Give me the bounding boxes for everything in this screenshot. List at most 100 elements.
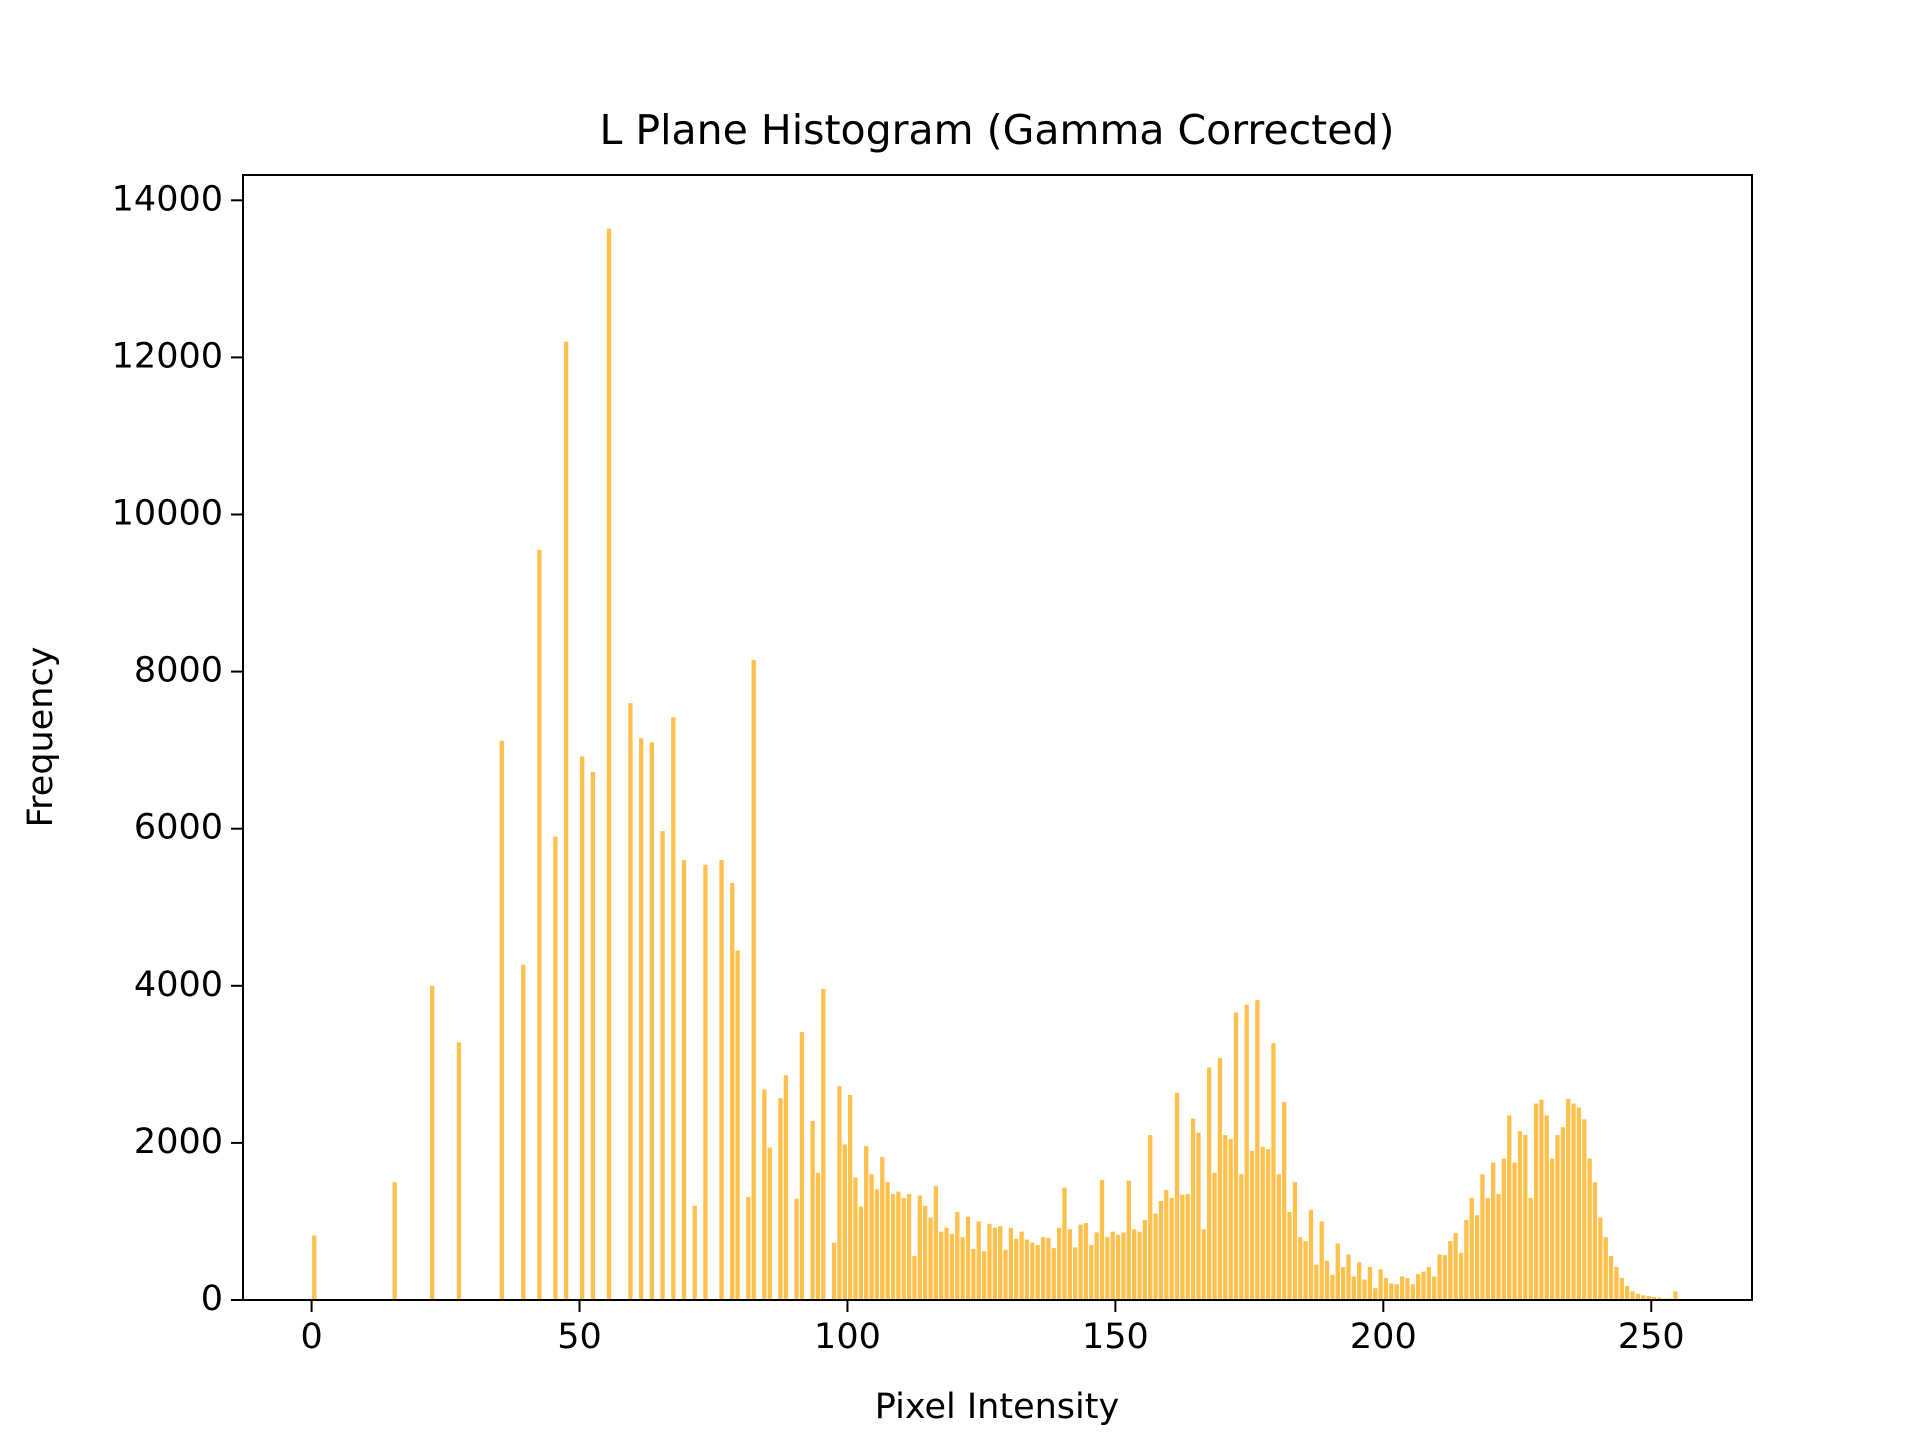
plot-frame xyxy=(242,174,1753,1301)
bar xyxy=(1346,1254,1351,1300)
bar xyxy=(1619,1278,1624,1300)
bar xyxy=(1523,1135,1528,1300)
bar xyxy=(1094,1232,1099,1300)
bar xyxy=(799,1032,805,1300)
bar xyxy=(1158,1201,1164,1300)
bar xyxy=(1389,1283,1394,1300)
bar xyxy=(1089,1245,1094,1300)
bar xyxy=(1078,1224,1083,1300)
bar xyxy=(1571,1103,1576,1300)
bar xyxy=(1560,1127,1565,1300)
bar xyxy=(965,1216,971,1300)
bar xyxy=(1083,1223,1089,1300)
bar xyxy=(1276,1174,1281,1300)
bar xyxy=(1421,1271,1426,1300)
bar xyxy=(923,1205,928,1300)
bar xyxy=(837,1086,842,1300)
bar xyxy=(858,1206,863,1300)
bar xyxy=(1003,1249,1008,1300)
y-axis-label: Frequency xyxy=(21,647,61,828)
bar xyxy=(1132,1229,1137,1300)
bar xyxy=(1223,1135,1228,1300)
bar xyxy=(1228,1138,1233,1300)
x-axis-label: Pixel Intensity xyxy=(875,1387,1119,1427)
bar xyxy=(1142,1219,1148,1300)
bar xyxy=(1378,1269,1383,1300)
bar xyxy=(537,549,542,1300)
bar xyxy=(1464,1219,1469,1300)
bar xyxy=(1635,1293,1641,1300)
bar xyxy=(1630,1291,1635,1300)
bar xyxy=(1314,1264,1319,1300)
bar xyxy=(1265,1149,1271,1300)
bar xyxy=(783,1075,788,1300)
bar xyxy=(730,882,735,1300)
bar xyxy=(864,1146,869,1300)
bar xyxy=(901,1197,906,1300)
bar xyxy=(944,1227,949,1300)
bar xyxy=(1458,1252,1464,1300)
bar xyxy=(1126,1180,1131,1300)
bar xyxy=(649,742,655,1300)
y-tick-label: 4000 xyxy=(134,965,223,1005)
bar xyxy=(1480,1174,1485,1300)
bar xyxy=(1244,1004,1249,1300)
bar xyxy=(1303,1241,1308,1300)
bar xyxy=(1040,1237,1046,1300)
bar xyxy=(1405,1278,1410,1300)
bar xyxy=(1201,1229,1206,1300)
bar xyxy=(1539,1099,1544,1300)
y-tick-label: 2000 xyxy=(134,1122,223,1162)
bar xyxy=(815,1172,821,1300)
bar xyxy=(1517,1131,1523,1300)
x-tick-label: 0 xyxy=(300,1317,322,1357)
bar xyxy=(767,1147,772,1300)
bar xyxy=(1576,1107,1582,1300)
bar xyxy=(1496,1193,1501,1300)
bar xyxy=(917,1195,922,1300)
bar xyxy=(794,1198,799,1300)
bar xyxy=(928,1217,933,1300)
bar xyxy=(430,985,435,1300)
bar xyxy=(976,1221,981,1300)
bar xyxy=(1035,1245,1040,1300)
bar xyxy=(998,1226,1003,1300)
bar xyxy=(499,740,504,1300)
bar xyxy=(1255,999,1260,1300)
bar xyxy=(1432,1276,1437,1300)
bar xyxy=(1651,1296,1657,1300)
bar xyxy=(1657,1297,1662,1300)
bar xyxy=(1474,1215,1480,1300)
bar xyxy=(1115,1234,1121,1300)
bar xyxy=(1399,1276,1405,1300)
bar xyxy=(1549,1158,1555,1300)
bar xyxy=(1528,1197,1533,1300)
bar xyxy=(1373,1288,1378,1300)
bar xyxy=(1056,1227,1062,1300)
bar xyxy=(971,1248,976,1300)
bar xyxy=(1394,1284,1399,1300)
bar xyxy=(1426,1267,1432,1300)
bar xyxy=(1067,1229,1072,1300)
bar xyxy=(1024,1239,1030,1300)
bar xyxy=(1383,1278,1389,1300)
bar xyxy=(1624,1285,1630,1300)
bar xyxy=(1271,1043,1276,1300)
bar xyxy=(1335,1243,1340,1300)
bar xyxy=(1110,1231,1115,1300)
bar xyxy=(1008,1227,1014,1300)
bar xyxy=(1646,1296,1651,1300)
y-tick-label: 14000 xyxy=(112,179,223,219)
y-tick-label: 0 xyxy=(201,1279,223,1319)
y-tick-label: 8000 xyxy=(134,651,223,691)
bar xyxy=(1592,1182,1598,1300)
bar xyxy=(853,1177,858,1300)
bar xyxy=(896,1191,901,1300)
bar xyxy=(660,831,665,1300)
bar xyxy=(1469,1197,1474,1300)
bar xyxy=(1555,1135,1560,1300)
bar xyxy=(1190,1118,1196,1300)
x-tick-label: 100 xyxy=(814,1317,881,1357)
bar xyxy=(639,738,644,1300)
bar xyxy=(692,1205,697,1300)
